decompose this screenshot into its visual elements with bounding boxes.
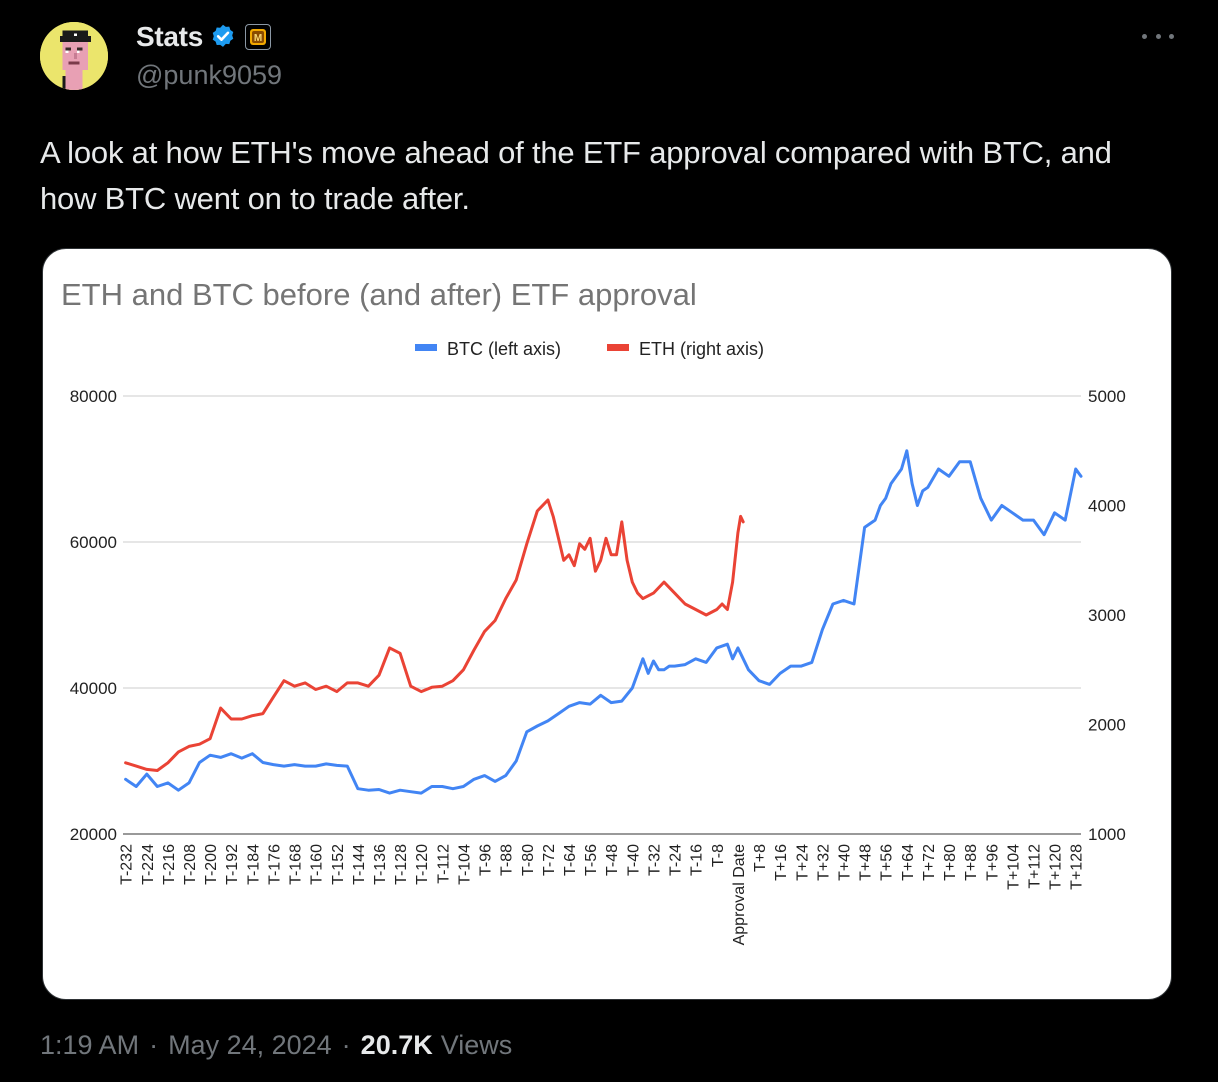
- x-axis-tick-label: T+8: [752, 844, 769, 872]
- right-axis-tick-label: 2000: [1088, 716, 1126, 735]
- tweet-media-chart[interactable]: ETH and BTC before (and after) ETF appro…: [42, 248, 1172, 1000]
- x-axis-tick-label: T-120: [414, 844, 431, 885]
- x-axis-tick-label: T-232: [119, 844, 136, 885]
- x-axis-tick-label: T-104: [456, 844, 473, 885]
- more-options-icon[interactable]: [1142, 24, 1174, 48]
- left-axis-ticks: 20000 40000 60000 80000: [70, 387, 117, 844]
- x-axis-tick-label: T+96: [984, 844, 1001, 881]
- right-axis-tick-label: 3000: [1088, 606, 1126, 625]
- x-axis-tick-label: T-48: [604, 844, 621, 876]
- line-chart: ETH and BTC before (and after) ETF appro…: [61, 277, 1126, 945]
- x-axis-tick-label: T+88: [963, 844, 980, 881]
- x-axis-tick-label: T-184: [245, 844, 262, 885]
- x-axis-tick-label: T-216: [161, 844, 178, 885]
- more-dot: [1155, 33, 1161, 39]
- avatar[interactable]: [40, 22, 108, 90]
- left-axis-tick-label: 20000: [70, 825, 117, 844]
- author-name-row: Stats M: [136, 20, 271, 54]
- chart-legend: BTC (left axis) ETH (right axis): [415, 339, 764, 359]
- left-axis-tick-label: 80000: [70, 387, 117, 406]
- x-axis-tick-label: T-152: [330, 844, 347, 885]
- left-axis-tick-label: 60000: [70, 533, 117, 552]
- x-axis-tick-label: T-200: [203, 844, 220, 885]
- verified-badge-icon[interactable]: [209, 23, 237, 51]
- x-axis-tick-label: T-16: [689, 844, 706, 876]
- x-axis-tick-label: T-224: [140, 844, 157, 885]
- x-axis-tick-label: T+104: [1005, 844, 1022, 890]
- x-axis-tick-label: T-96: [478, 844, 495, 876]
- x-axis-tick-label: T-136: [372, 844, 389, 885]
- x-axis-tick-label: T-168: [288, 844, 305, 885]
- x-axis-tick-label: T-144: [351, 844, 368, 885]
- views-count: 20.7K: [360, 1030, 433, 1060]
- tweet-date[interactable]: May 24, 2024: [168, 1030, 332, 1060]
- x-axis-tick-label: T-32: [646, 844, 663, 876]
- legend-swatch-eth: [607, 344, 629, 351]
- tweet-text: A look at how ETH's move ahead of the ET…: [40, 135, 1112, 216]
- x-axis-tick-label: T+24: [794, 844, 811, 881]
- x-axis-tick-label: T-40: [625, 844, 642, 876]
- eth-series-line: [124, 498, 745, 772]
- x-axis-tick-label: T-88: [499, 844, 516, 876]
- x-axis-tick-label: T+72: [921, 844, 938, 881]
- x-axis-tick-label: T-112: [435, 844, 452, 884]
- x-axis-tick-label: T-8: [710, 844, 727, 867]
- right-axis-tick-label: 4000: [1088, 497, 1126, 516]
- x-axis-tick-label: T-72: [541, 844, 558, 876]
- chart-title: ETH and BTC before (and after) ETF appro…: [61, 277, 697, 312]
- x-axis-tick-label: T-160: [309, 844, 326, 885]
- x-axis-tick-label: T+48: [858, 844, 875, 881]
- chart-series: [124, 449, 1083, 795]
- meta-separator: ·: [149, 1030, 159, 1060]
- more-dot: [1142, 33, 1147, 39]
- legend-label-eth: ETH (right axis): [639, 339, 764, 359]
- right-axis-ticks: 1000 2000 3000 4000 5000: [1088, 387, 1126, 844]
- x-axis-tick-label: T+120: [1048, 844, 1065, 890]
- x-axis-tick-label: T+128: [1069, 844, 1086, 890]
- btc-series-line: [124, 449, 1083, 795]
- x-axis-tick-label: T+32: [815, 844, 832, 881]
- x-axis-tick-label: T+56: [879, 844, 896, 881]
- tweet-time[interactable]: 1:19 AM: [40, 1030, 140, 1060]
- legend-label-btc: BTC (left axis): [447, 339, 561, 359]
- x-axis-tick-label: T-176: [266, 844, 283, 885]
- cryptopunk-avatar-icon: [40, 22, 108, 90]
- author-handle[interactable]: @punk9059: [136, 60, 283, 90]
- more-dot: [1169, 33, 1174, 39]
- right-axis-tick-label: 1000: [1088, 825, 1126, 844]
- tweet-meta: 1:19 AM · May 24, 2024 · 20.7K Views: [40, 1030, 512, 1061]
- x-axis-tick-label: T-192: [224, 844, 241, 885]
- author-display-name[interactable]: Stats: [136, 21, 203, 52]
- x-axis-ticks: T-232 T-224 T-216 T-208 T-200 T-192 T-184 T-176…: [119, 844, 1086, 945]
- chart-gridlines: [123, 395, 1081, 835]
- meta-separator: ·: [341, 1030, 351, 1060]
- affiliate-badge-icon[interactable]: M: [244, 24, 271, 50]
- x-axis-tick-label: T-24: [668, 844, 685, 876]
- x-axis-tick-label: Approval Date: [731, 844, 748, 945]
- x-axis-tick-label: T-80: [520, 844, 537, 876]
- x-axis-tick-label: T+40: [836, 844, 853, 881]
- x-axis-tick-label: T-128: [393, 844, 410, 885]
- right-axis-tick-label: 5000: [1088, 387, 1126, 406]
- x-axis-tick-label: T-56: [583, 844, 600, 876]
- x-axis-tick-label: T+80: [942, 844, 959, 881]
- x-axis-tick-label: T-64: [562, 844, 579, 876]
- left-axis-tick-label: 40000: [70, 679, 117, 698]
- views-label: Views: [440, 1030, 513, 1060]
- x-axis-tick-label: T-208: [182, 844, 199, 885]
- legend-swatch-btc: [415, 344, 437, 351]
- affiliate-letter: M: [254, 33, 262, 44]
- x-axis-tick-label: T+64: [900, 844, 917, 881]
- x-axis-tick-label: T+112: [1026, 844, 1043, 889]
- x-axis-tick-label: T+16: [773, 844, 790, 881]
- affiliate-logo-icon: M: [249, 29, 266, 45]
